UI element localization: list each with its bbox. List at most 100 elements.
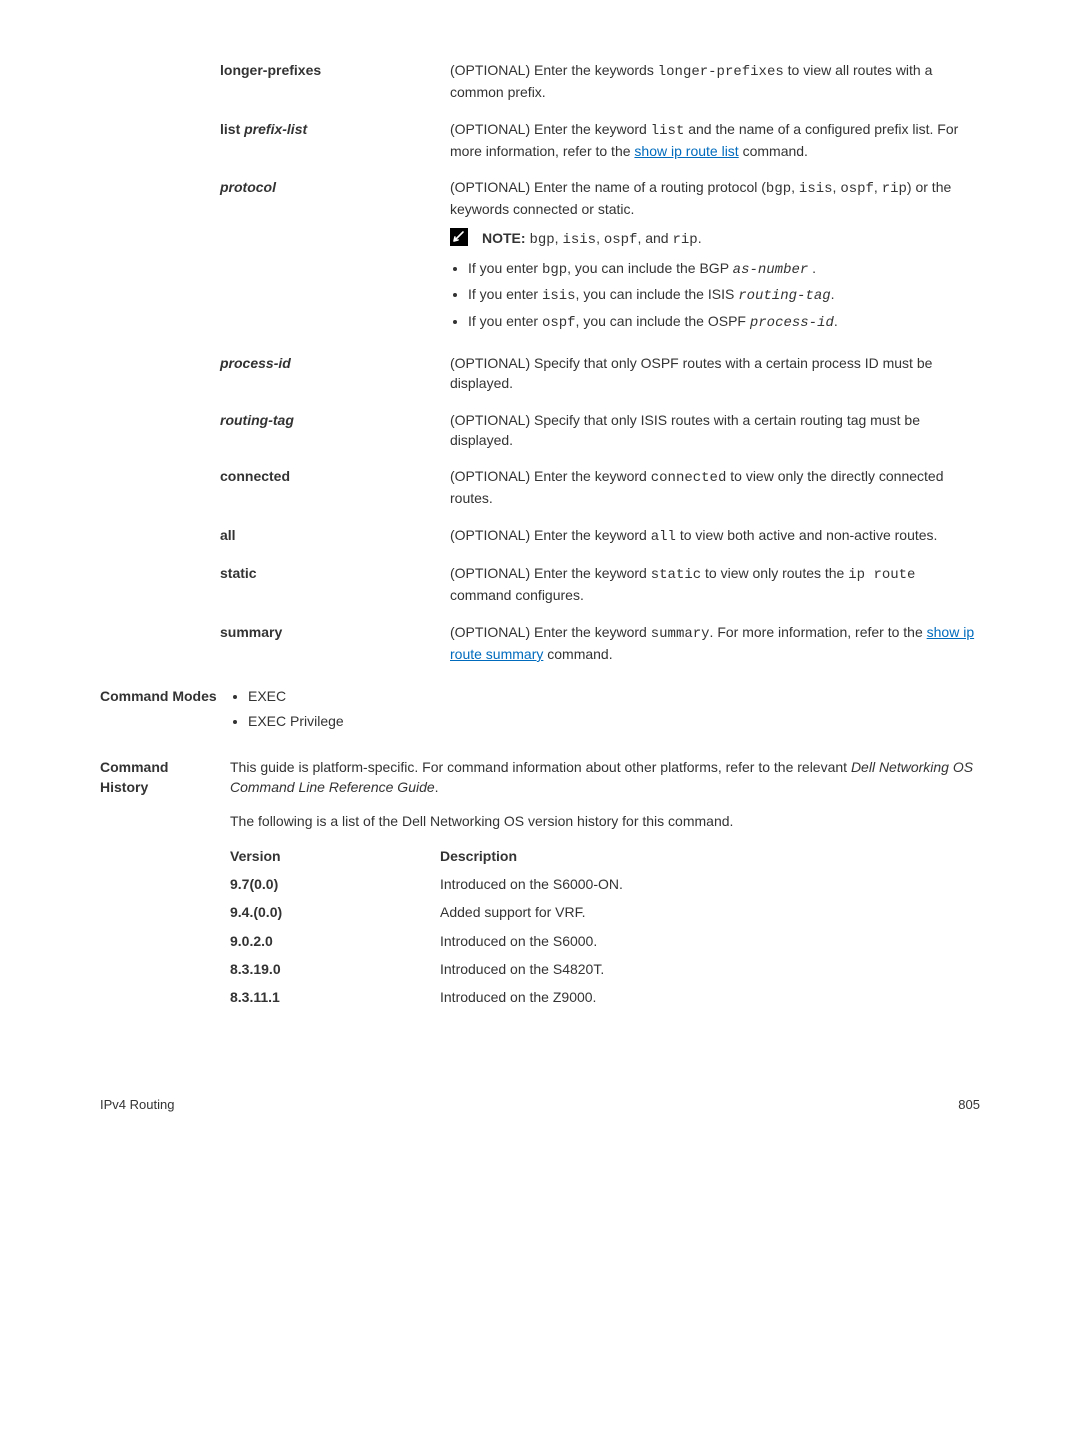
param-label: connected <box>220 466 450 509</box>
code: ip route <box>848 567 915 583</box>
param-row: longer-prefixes (OPTIONAL) Enter the key… <box>220 60 980 103</box>
text: . <box>831 286 835 302</box>
text: , <box>791 179 799 195</box>
param-row: static (OPTIONAL) Enter the keyword stat… <box>220 563 980 606</box>
version-cell: 9.7(0.0) <box>230 874 440 894</box>
text: (OPTIONAL) Enter the keyword <box>450 624 651 640</box>
param-label: all <box>220 525 450 547</box>
param-desc: (OPTIONAL) Enter the keyword list and th… <box>450 119 980 162</box>
code: ospf <box>604 232 638 248</box>
route-list-link[interactable]: show ip route list <box>634 143 738 159</box>
command-modes-section: Command Modes EXEC EXEC Privilege <box>100 686 980 735</box>
param-label: list prefix-list <box>220 119 450 162</box>
bullet-list: If you enter bgp, you can include the BG… <box>450 258 980 333</box>
param-desc: (OPTIONAL) Specify that only OSPF routes… <box>450 353 980 394</box>
text: . <box>698 230 702 246</box>
text: , <box>874 179 882 195</box>
param-label: longer-prefixes <box>220 60 450 103</box>
param-label: routing-tag <box>220 410 450 451</box>
text: If you enter <box>468 286 542 302</box>
modes-list: EXEC EXEC Privilege <box>230 686 980 731</box>
param-desc: (OPTIONAL) Enter the keyword static to v… <box>450 563 980 606</box>
code-italic: as-number <box>733 262 809 278</box>
param-row: process-id (OPTIONAL) Specify that only … <box>220 353 980 394</box>
text: command configures. <box>450 587 584 603</box>
param-label: summary <box>220 622 450 665</box>
list-item: EXEC <box>248 686 980 706</box>
text: (OPTIONAL) Enter the keyword <box>450 565 651 581</box>
desc-cell: Introduced on the S6000. <box>440 931 980 951</box>
param-desc: (OPTIONAL) Enter the keyword all to view… <box>450 525 980 547</box>
text: , you can include the OSPF <box>576 313 750 329</box>
table-row: 8.3.11.1 Introduced on the Z9000. <box>230 987 980 1007</box>
text: , and <box>637 230 672 246</box>
code: rip <box>672 232 697 248</box>
version-cell: 8.3.11.1 <box>230 987 440 1007</box>
version-cell: 9.4.(0.0) <box>230 902 440 922</box>
text: This guide is platform-specific. For com… <box>230 759 851 775</box>
code: summary <box>651 626 710 642</box>
code: bgp <box>542 262 567 278</box>
text: , you can include the BGP <box>567 260 733 276</box>
param-desc: (OPTIONAL) Enter the keywords longer-pre… <box>450 60 980 103</box>
text: , you can include the ISIS <box>576 286 739 302</box>
table-row: 9.0.2.0 Introduced on the S6000. <box>230 931 980 951</box>
version-table: Version Description 9.7(0.0) Introduced … <box>230 846 980 1008</box>
param-desc: (OPTIONAL) Enter the keyword summary. Fo… <box>450 622 980 665</box>
code: isis <box>799 181 833 197</box>
footer-left: IPv4 Routing <box>100 1096 174 1115</box>
code: rip <box>882 181 907 197</box>
section-heading: Command History <box>100 757 230 1016</box>
param-desc: (OPTIONAL) Enter the keyword connected t… <box>450 466 980 509</box>
table-row: 9.4.(0.0) Added support for VRF. <box>230 902 980 922</box>
param-label: static <box>220 563 450 606</box>
command-history-section: Command History This guide is platform-s… <box>100 757 980 1016</box>
page-footer: IPv4 Routing 805 <box>100 1096 980 1115</box>
code: all <box>651 529 676 545</box>
list-item: EXEC Privilege <box>248 711 980 731</box>
code-italic: process-id <box>750 315 834 331</box>
code: ospf <box>542 315 576 331</box>
desc-line: (OPTIONAL) Enter the name of a routing p… <box>450 177 980 220</box>
text: (OPTIONAL) Enter the keywords <box>450 62 658 78</box>
param-label: process-id <box>220 353 450 394</box>
text: (OPTIONAL) Enter the keyword <box>450 468 651 484</box>
code: list <box>651 123 685 139</box>
note-block: NOTE: bgp, isis, ospf, and rip. <box>450 228 980 250</box>
label-italic: prefix-list <box>244 121 307 137</box>
param-row: connected (OPTIONAL) Enter the keyword c… <box>220 466 980 509</box>
col-header-version: Version <box>230 846 440 866</box>
section-body: This guide is platform-specific. For com… <box>230 757 980 1016</box>
desc-cell: Introduced on the Z9000. <box>440 987 980 1007</box>
code: connected <box>651 470 727 486</box>
text: . <box>808 260 816 276</box>
text: (OPTIONAL) Enter the name of a routing p… <box>450 179 766 195</box>
col-header-description: Description <box>440 846 980 866</box>
text: If you enter <box>468 260 542 276</box>
table-row: 8.3.19.0 Introduced on the S4820T. <box>230 959 980 979</box>
code: bgp <box>766 181 791 197</box>
version-cell: 9.0.2.0 <box>230 931 440 951</box>
param-row: all (OPTIONAL) Enter the keyword all to … <box>220 525 980 547</box>
version-cell: 8.3.19.0 <box>230 959 440 979</box>
history-para: The following is a list of the Dell Netw… <box>230 811 980 831</box>
history-para: This guide is platform-specific. For com… <box>230 757 980 798</box>
table-header-row: Version Description <box>230 846 980 866</box>
param-row: routing-tag (OPTIONAL) Specify that only… <box>220 410 980 451</box>
param-desc: (OPTIONAL) Enter the name of a routing p… <box>450 177 980 337</box>
list-item: If you enter ospf, you can include the O… <box>468 311 980 333</box>
code: isis <box>542 288 576 304</box>
parameters-table: longer-prefixes (OPTIONAL) Enter the key… <box>220 60 980 664</box>
text: command. <box>543 646 612 662</box>
text: If you enter <box>468 313 542 329</box>
text: (OPTIONAL) Enter the keyword <box>450 527 651 543</box>
text: to view both active and non-active route… <box>676 527 937 543</box>
list-item: If you enter isis, you can include the I… <box>468 284 980 306</box>
text: . For more information, refer to the <box>710 624 927 640</box>
param-row: summary (OPTIONAL) Enter the keyword sum… <box>220 622 980 665</box>
text: command. <box>739 143 808 159</box>
list-item: If you enter bgp, you can include the BG… <box>468 258 980 280</box>
code: isis <box>562 232 596 248</box>
table-row: 9.7(0.0) Introduced on the S6000-ON. <box>230 874 980 894</box>
param-row: protocol (OPTIONAL) Enter the name of a … <box>220 177 980 337</box>
